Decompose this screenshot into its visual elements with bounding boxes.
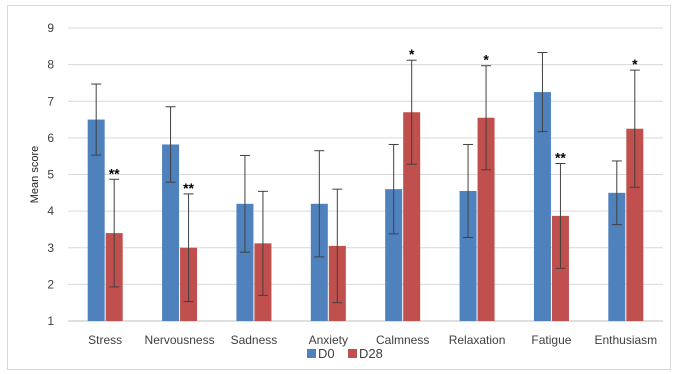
x-tick-label: Calmness	[376, 333, 429, 347]
legend-swatch-d0	[307, 349, 316, 358]
x-tick-label: Fatigue	[531, 333, 571, 347]
y-tick-label: 4	[47, 204, 54, 218]
y-axis-title: Mean score	[29, 146, 41, 203]
legend-label-d0: D0	[318, 346, 335, 361]
y-tick-label: 5	[47, 168, 54, 182]
x-tick-label: Enthusiasm	[594, 333, 657, 347]
y-tick-label: 7	[47, 94, 54, 108]
significance-marker: **	[183, 180, 194, 196]
x-tick-label: Nervousness	[145, 333, 215, 347]
y-tick-label: 1	[47, 314, 54, 328]
significance-marker: *	[632, 56, 638, 72]
y-tick-label: 3	[47, 241, 54, 255]
y-tick-label: 8	[47, 58, 54, 72]
legend-label-d28: D28	[359, 346, 383, 361]
significance-marker: **	[109, 165, 120, 181]
x-tick-label: Sadness	[231, 333, 278, 347]
significance-marker: *	[409, 46, 415, 62]
significance-marker: **	[555, 150, 566, 166]
x-tick-label: Stress	[88, 333, 122, 347]
significance-marker: *	[483, 52, 489, 68]
x-tick-label: Relaxation	[449, 333, 506, 347]
y-tick-label: 2	[47, 277, 54, 291]
y-tick-label: 9	[47, 21, 54, 35]
y-tick-label: 6	[47, 131, 54, 145]
legend-swatch-d28	[348, 349, 357, 358]
x-tick-label: Anxiety	[309, 333, 348, 347]
